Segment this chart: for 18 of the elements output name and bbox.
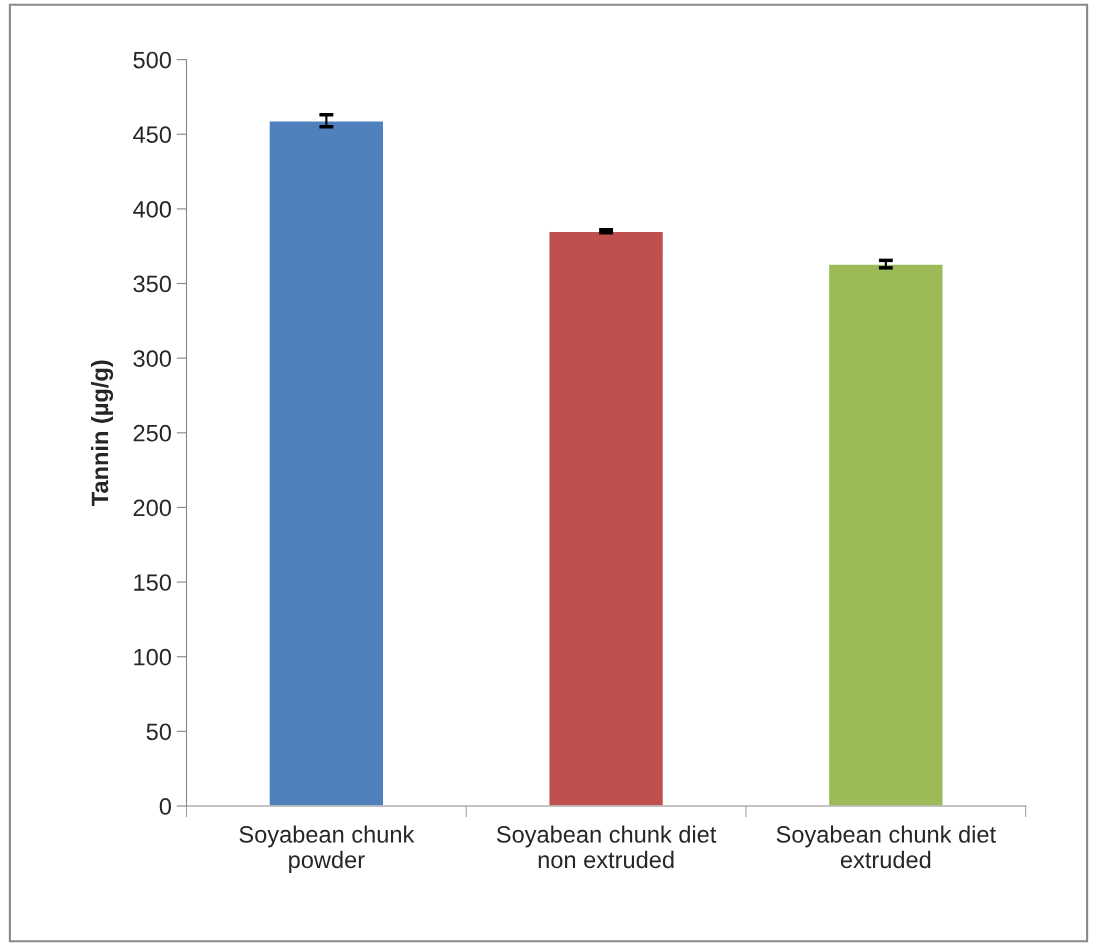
- y-tick-label: 250: [133, 424, 171, 442]
- x-tick-label: Soyabean chunk powder: [239, 825, 415, 873]
- y-tick-label: 300: [133, 350, 171, 367]
- bar: [268, 120, 385, 806]
- y-tick-label: 50: [146, 723, 171, 741]
- bar: [548, 230, 665, 806]
- y-tick-label: 450: [133, 126, 171, 144]
- y-axis-title: Tannin (µg/g): [90, 360, 114, 506]
- y-tick-label: 400: [133, 200, 171, 218]
- x-tick-label: Soyabean chunk diet extruded: [776, 825, 996, 869]
- y-tick-label: 350: [133, 275, 171, 293]
- y-tick-label: 200: [133, 499, 171, 517]
- y-tick-label: 150: [134, 574, 171, 591]
- y-tick-label: 100: [134, 648, 171, 666]
- y-tick-label: 500: [133, 51, 171, 69]
- x-tick-label: Soyabean chunk diet non extruded: [496, 825, 717, 869]
- y-tick-label: 0: [159, 798, 171, 815]
- bar: [827, 263, 944, 806]
